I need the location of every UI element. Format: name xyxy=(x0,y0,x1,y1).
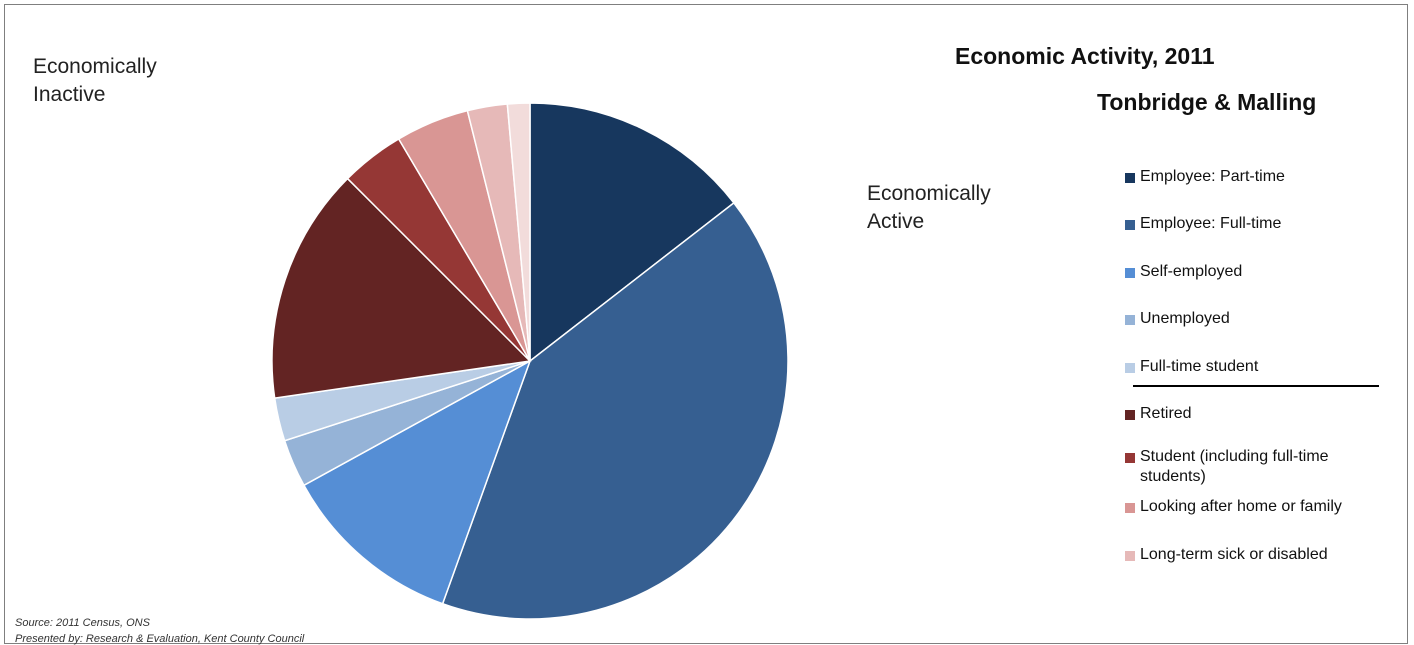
legend-swatch xyxy=(1125,410,1135,420)
legend-swatch xyxy=(1125,220,1135,230)
pie-slice-employee-part-time xyxy=(529,102,735,363)
pie-slice-self-employed xyxy=(302,359,532,605)
legend-item-looking-after-home-or-family: Looking after home or family xyxy=(1125,497,1395,517)
legend-item-unemployed: Unemployed xyxy=(1125,309,1395,329)
pie-slice-employee-full-time xyxy=(441,201,789,620)
legend-label: Retired xyxy=(1140,405,1192,422)
source-note: Source: 2011 Census, ONS xyxy=(15,617,150,629)
pie-slice-other xyxy=(506,102,531,362)
legend-swatch xyxy=(1125,503,1135,513)
legend-divider xyxy=(1133,385,1379,387)
legend-label: Self-employed xyxy=(1140,263,1243,280)
legend-item-student-including-full-time-students: Student (including full-time students) xyxy=(1125,447,1395,487)
legend-item-employee-part-time: Employee: Part-time xyxy=(1125,167,1395,187)
legend-label: Employee: Full-time xyxy=(1140,215,1282,232)
legend-item-self-employed: Self-employed xyxy=(1125,262,1395,282)
legend-item-long-term-sick-or-disabled: Long-term sick or disabled xyxy=(1125,545,1395,565)
legend-label: Student (including full-time students) xyxy=(1140,448,1329,485)
pie-chart xyxy=(271,102,789,620)
legend-label: Employee: Part-time xyxy=(1140,168,1285,185)
chart-frame: Economically Inactive Economically Activ… xyxy=(4,4,1408,645)
chart-title: Economic Activity, 2011 xyxy=(955,43,1215,69)
legend-swatch xyxy=(1125,173,1135,183)
presented-by-note: Presented by: Research & Evaluation, Ken… xyxy=(15,633,305,645)
legend-swatch xyxy=(1125,551,1135,561)
pie-slice-retired xyxy=(271,177,532,400)
legend-label: Long-term sick or disabled xyxy=(1140,546,1328,563)
legend-item-full-time-student: Full-time student xyxy=(1125,357,1395,377)
legend-label: Unemployed xyxy=(1140,310,1230,327)
legend-label: Full-time student xyxy=(1140,358,1259,375)
economically-active-label: Economically Active xyxy=(867,182,991,233)
legend-item-employee-full-time: Employee: Full-time xyxy=(1125,214,1395,234)
chart-subtitle: Tonbridge & Malling xyxy=(1097,89,1317,115)
legend-swatch xyxy=(1125,315,1135,325)
economically-inactive-label: Economically Inactive xyxy=(33,55,157,106)
legend-swatch xyxy=(1125,268,1135,278)
legend-label: Looking after home or family xyxy=(1140,498,1342,515)
legend-swatch xyxy=(1125,363,1135,373)
legend-item-retired: Retired xyxy=(1125,404,1395,424)
legend-swatch xyxy=(1125,453,1135,463)
